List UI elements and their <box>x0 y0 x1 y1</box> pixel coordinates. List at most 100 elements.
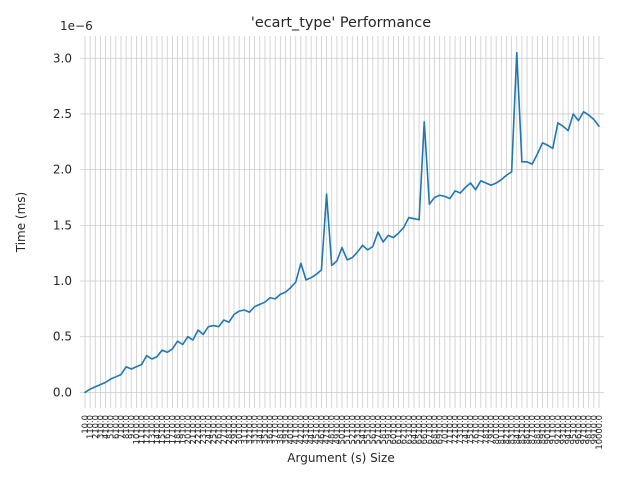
x-tick-label: 7810.0 <box>481 415 491 444</box>
y-tick-label: 1.5 <box>53 218 72 232</box>
x-tick-label: 2210.0 <box>193 415 203 444</box>
x-tick-label: 1910.0 <box>178 415 188 444</box>
x-tick-label: 4310.0 <box>301 415 311 444</box>
x-tick-label: 1710.0 <box>167 415 177 444</box>
x-tick-label: 8810.0 <box>532 415 542 444</box>
x-gridlines <box>84 36 600 408</box>
x-tick-label: 7910.0 <box>486 415 496 444</box>
chart-title: 'ecart_type' Performance <box>251 15 431 31</box>
x-tick-label: 9310.0 <box>558 415 568 444</box>
x-tick-label: 8910.0 <box>537 415 547 444</box>
y-tick-label: 1.0 <box>53 274 72 288</box>
x-tick-label: 610.0 <box>111 415 121 439</box>
x-tick-label: 6110.0 <box>394 415 404 444</box>
x-tick-label: 1610.0 <box>162 415 172 444</box>
x-tick-label: 6510.0 <box>414 415 424 444</box>
x-tick-label: 4010.0 <box>286 415 296 444</box>
x-tick-label: 8710.0 <box>527 415 537 444</box>
x-tick-label: 5410.0 <box>358 415 368 444</box>
x-tick-label: 7210.0 <box>450 415 460 444</box>
x-tick-label: 10.0 <box>80 415 90 434</box>
x-tick-label: 3910.0 <box>280 415 290 444</box>
series-line <box>84 51 600 394</box>
x-tick-label: 1010.0 <box>131 415 141 444</box>
x-tick-label: 8610.0 <box>522 415 532 444</box>
x-tick-label: 510.0 <box>106 415 116 439</box>
x-tick-label: 910.0 <box>126 415 136 439</box>
y-tick-label: 3.0 <box>53 51 72 65</box>
x-tick-label: 1310.0 <box>147 415 157 444</box>
x-tick-label: 2310.0 <box>198 415 208 444</box>
x-tick-label: 2810.0 <box>224 415 234 444</box>
x-tick-label: 5810.0 <box>378 415 388 444</box>
x-tick-label: 4710.0 <box>322 415 332 444</box>
x-tick-label: 8210.0 <box>501 415 511 444</box>
x-tick-label: 9610.0 <box>573 415 583 444</box>
x-tick-label: 2110.0 <box>188 415 198 444</box>
x-tick-label: 4410.0 <box>306 415 316 444</box>
x-tick-label: 3510.0 <box>260 415 270 444</box>
x-tick-label: 110.0 <box>85 415 95 439</box>
x-tick-label: 3410.0 <box>255 415 265 444</box>
y-tick-label: 0.0 <box>53 385 72 399</box>
x-tick-label: 410.0 <box>101 415 111 439</box>
x-tick-label: 1210.0 <box>142 415 152 444</box>
x-tick-label: 6210.0 <box>399 415 409 444</box>
x-tick-label: 7010.0 <box>440 415 450 444</box>
y-offset-text: 1e−6 <box>60 19 93 33</box>
x-tick-label: 6310.0 <box>404 415 414 444</box>
x-tick-label: 2710.0 <box>219 415 229 444</box>
x-tick-label: 9910.0 <box>589 415 599 444</box>
x-tick-label: 8410.0 <box>512 415 522 444</box>
x-tick-label: 4510.0 <box>311 415 321 444</box>
x-tick-label: 1810.0 <box>173 415 183 444</box>
x-tick-label: 6010.0 <box>388 415 398 444</box>
x-tick-label: 9410.0 <box>563 415 573 444</box>
x-tick-label: 4910.0 <box>332 415 342 444</box>
x-tick-label: 9110.0 <box>548 415 558 444</box>
x-tick-label: 6610.0 <box>419 415 429 444</box>
x-tick-label: 1510.0 <box>157 415 167 444</box>
x-tick-label: 3610.0 <box>265 415 275 444</box>
x-tick-labels: 10.0110.0210.0310.0410.0510.0610.0710.08… <box>80 415 604 450</box>
x-tick-label: 9210.0 <box>553 415 563 444</box>
x-tick-label: 9710.0 <box>579 415 589 444</box>
y-tick-label: 2.5 <box>53 107 72 121</box>
x-tick-label: 2910.0 <box>229 415 239 444</box>
x-tick-label: 5610.0 <box>368 415 378 444</box>
x-tick-label: 7310.0 <box>455 415 465 444</box>
y-tick-labels: 0.0 0.5 1.0 1.5 2.0 2.5 3.0 <box>53 51 72 399</box>
x-tick-label: 3210.0 <box>244 415 254 444</box>
x-tick-label: 2410.0 <box>203 415 213 444</box>
x-tick-label: 3310.0 <box>250 415 260 444</box>
x-tick-label: 5710.0 <box>373 415 383 444</box>
x-tick-label: 8010.0 <box>491 415 501 444</box>
x-tick-label: 1410.0 <box>152 415 162 444</box>
x-tick-label: 7110.0 <box>445 415 455 444</box>
x-tick-label: 810.0 <box>121 415 131 439</box>
x-tick-label: 5510.0 <box>363 415 373 444</box>
x-tick-label: 5010.0 <box>337 415 347 444</box>
x-tick-label: 2610.0 <box>214 415 224 444</box>
x-tick-label: 9810.0 <box>584 415 594 444</box>
x-tick-label: 3110.0 <box>239 415 249 444</box>
x-tick-label: 4110.0 <box>291 415 301 444</box>
x-tick-label: 9010.0 <box>543 415 553 444</box>
x-tick-label: 5910.0 <box>383 415 393 444</box>
x-tick-label: 7710.0 <box>476 415 486 444</box>
x-tick-label: 10000.0 <box>594 415 604 450</box>
x-tick-label: 7410.0 <box>460 415 470 444</box>
x-tick-label: 5210.0 <box>347 415 357 444</box>
y-gridlines <box>80 57 604 393</box>
x-tick-label: 3010.0 <box>234 415 244 444</box>
x-tick-label: 4810.0 <box>327 415 337 444</box>
y-tick-label: 2.0 <box>53 163 72 177</box>
x-tick-label: 4210.0 <box>296 415 306 444</box>
x-axis-label: Argument (s) Size <box>287 451 394 465</box>
x-tick-label: 8310.0 <box>507 415 517 444</box>
x-tick-label: 310.0 <box>95 415 105 439</box>
x-tick-label: 210.0 <box>90 415 100 439</box>
x-tick-label: 4610.0 <box>316 415 326 444</box>
x-tick-label: 3810.0 <box>275 415 285 444</box>
